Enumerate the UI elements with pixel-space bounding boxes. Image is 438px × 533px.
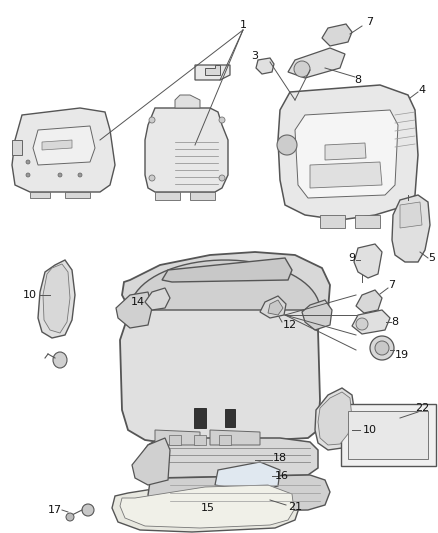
Ellipse shape xyxy=(26,160,30,164)
Polygon shape xyxy=(268,300,283,315)
Text: 22: 22 xyxy=(415,403,429,413)
Polygon shape xyxy=(155,430,200,445)
Polygon shape xyxy=(33,126,95,165)
Polygon shape xyxy=(116,292,152,328)
Text: 10: 10 xyxy=(363,425,377,435)
Ellipse shape xyxy=(370,336,394,360)
Text: 10: 10 xyxy=(23,290,37,300)
Text: 7: 7 xyxy=(367,17,374,27)
Text: 9: 9 xyxy=(349,253,356,263)
Polygon shape xyxy=(30,192,50,198)
Polygon shape xyxy=(38,260,75,338)
Polygon shape xyxy=(325,143,366,160)
Polygon shape xyxy=(215,462,280,492)
Polygon shape xyxy=(356,290,382,313)
Polygon shape xyxy=(355,215,380,228)
Polygon shape xyxy=(302,300,332,330)
Polygon shape xyxy=(310,162,382,188)
Ellipse shape xyxy=(294,61,310,77)
Polygon shape xyxy=(322,24,352,46)
Polygon shape xyxy=(65,192,90,198)
Text: 12: 12 xyxy=(283,320,297,330)
Polygon shape xyxy=(130,260,320,310)
Text: 21: 21 xyxy=(288,502,302,512)
Polygon shape xyxy=(155,192,180,200)
Polygon shape xyxy=(120,485,294,528)
Polygon shape xyxy=(12,108,115,192)
Text: 18: 18 xyxy=(273,453,287,463)
Polygon shape xyxy=(162,258,292,282)
Bar xyxy=(194,435,206,445)
Polygon shape xyxy=(210,430,260,445)
Polygon shape xyxy=(256,58,274,74)
Polygon shape xyxy=(145,108,228,192)
Ellipse shape xyxy=(375,341,389,355)
Ellipse shape xyxy=(82,504,94,516)
Polygon shape xyxy=(318,392,352,445)
Polygon shape xyxy=(132,438,170,485)
Polygon shape xyxy=(175,95,200,108)
Polygon shape xyxy=(260,296,286,318)
Ellipse shape xyxy=(53,352,67,368)
Bar xyxy=(194,408,206,428)
Polygon shape xyxy=(43,264,70,333)
Ellipse shape xyxy=(26,173,30,177)
Polygon shape xyxy=(205,65,220,75)
Polygon shape xyxy=(122,252,330,330)
Text: 15: 15 xyxy=(201,503,215,513)
Polygon shape xyxy=(12,140,22,155)
Polygon shape xyxy=(315,388,355,450)
Ellipse shape xyxy=(66,513,74,521)
Polygon shape xyxy=(295,110,398,198)
Polygon shape xyxy=(400,202,422,228)
Polygon shape xyxy=(190,192,215,200)
Polygon shape xyxy=(148,475,330,512)
Text: 4: 4 xyxy=(418,85,426,95)
Polygon shape xyxy=(352,310,390,334)
Polygon shape xyxy=(120,298,320,445)
Ellipse shape xyxy=(78,173,82,177)
Bar xyxy=(340,404,435,466)
Polygon shape xyxy=(278,85,418,220)
Polygon shape xyxy=(195,65,230,80)
Bar xyxy=(225,409,235,427)
Ellipse shape xyxy=(149,117,155,123)
Ellipse shape xyxy=(149,175,155,181)
Polygon shape xyxy=(320,215,345,228)
Text: 8: 8 xyxy=(392,317,399,327)
Polygon shape xyxy=(392,195,430,262)
Ellipse shape xyxy=(58,173,62,177)
Bar xyxy=(219,435,231,445)
Text: 19: 19 xyxy=(395,350,409,360)
Bar xyxy=(169,435,181,445)
Polygon shape xyxy=(354,244,382,278)
Text: 16: 16 xyxy=(275,471,289,481)
Polygon shape xyxy=(288,48,345,78)
Polygon shape xyxy=(42,140,72,150)
Text: 14: 14 xyxy=(131,297,145,307)
Ellipse shape xyxy=(356,318,368,330)
Ellipse shape xyxy=(219,175,225,181)
Text: 8: 8 xyxy=(354,75,361,85)
Text: 7: 7 xyxy=(389,280,396,290)
Text: 3: 3 xyxy=(251,51,258,61)
Text: 5: 5 xyxy=(428,253,435,263)
Ellipse shape xyxy=(219,117,225,123)
Text: 17: 17 xyxy=(48,505,62,515)
Polygon shape xyxy=(145,288,170,310)
Bar xyxy=(348,411,428,459)
Polygon shape xyxy=(112,478,300,532)
Polygon shape xyxy=(138,438,318,478)
Text: 1: 1 xyxy=(240,20,247,30)
Ellipse shape xyxy=(277,135,297,155)
